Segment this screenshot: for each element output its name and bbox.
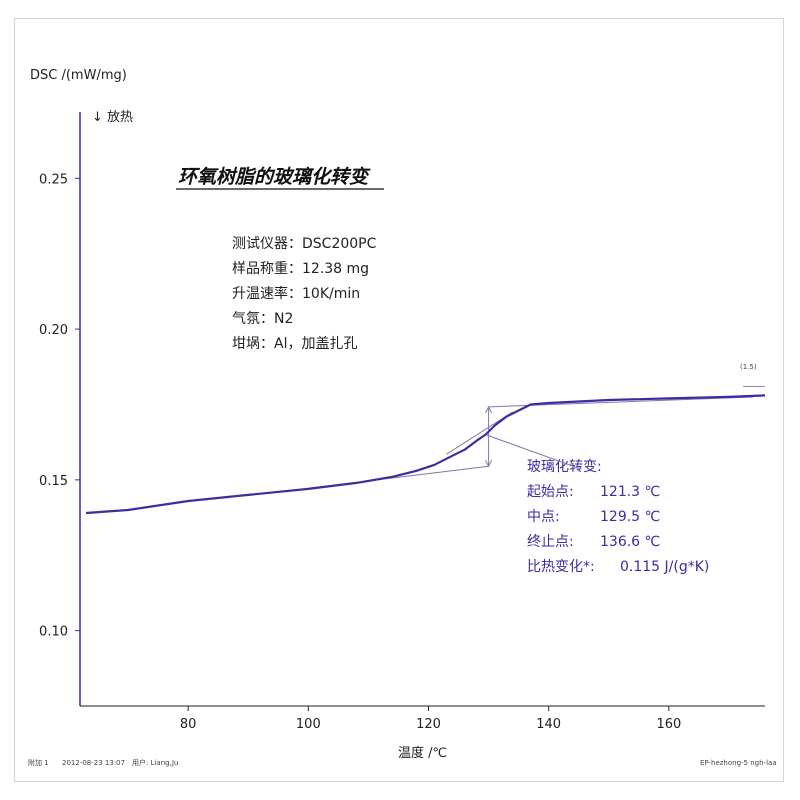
result-title: 玻璃化转变:	[527, 458, 602, 475]
cp-change-label: 比热变化*:	[527, 559, 595, 575]
footer-left: 附加 1	[28, 758, 49, 767]
x-tick-label: 140	[536, 717, 561, 732]
y-tick-label: 0.25	[39, 172, 68, 187]
footer-date: 2012-08-23 13:07	[62, 759, 125, 767]
x-axis-label: 温度 /℃	[398, 745, 447, 761]
x-tick-label: 100	[296, 717, 321, 732]
footer-right: EP-hezhong-5 ngh-laa	[700, 759, 777, 767]
y-tick-label: 0.15	[39, 474, 68, 489]
info-atmosphere: 气氛：N2	[232, 311, 293, 327]
exo-direction-label: ↓ 放热	[92, 110, 133, 125]
midpoint-value: 129.5 ℃	[600, 509, 660, 525]
end-label: 终止点:	[527, 534, 574, 550]
chart-title: 环氧树脂的玻璃化转变	[178, 166, 371, 188]
annotation-leader	[485, 434, 582, 470]
x-tick-label: 80	[180, 717, 197, 732]
onset-label: 起始点:	[527, 484, 574, 500]
x-tick-label: 120	[416, 717, 441, 732]
info-instrument: 测试仪器：DSC200PC	[232, 236, 377, 252]
curve-marker-label: (1.5)	[740, 363, 757, 371]
footer-user: 用户: Liang,Ju	[132, 758, 178, 767]
cp-change-value: 0.115 J/(g*K)	[620, 559, 709, 575]
y-tick-label: 0.10	[39, 625, 68, 640]
info-sample-mass: 样品称重：12.38 mg	[232, 261, 369, 277]
y-axis-label: DSC /(mW/mg)	[30, 68, 127, 83]
info-heating-rate: 升温速率：10K/min	[232, 285, 360, 302]
chart-frame	[14, 18, 784, 782]
step-arrow-top	[485, 405, 493, 414]
y-tick-label: 0.20	[39, 323, 68, 338]
info-crucible: 坩埚：Al，加盖扎孔	[232, 336, 357, 352]
midpoint-label: 中点:	[527, 509, 560, 525]
onset-value: 121.3 ℃	[600, 484, 660, 500]
dsc-curve-0	[85, 394, 766, 515]
end-value: 136.6 ℃	[600, 534, 660, 550]
step-arrow-bottom	[485, 460, 493, 468]
x-tick-label: 160	[656, 717, 681, 732]
